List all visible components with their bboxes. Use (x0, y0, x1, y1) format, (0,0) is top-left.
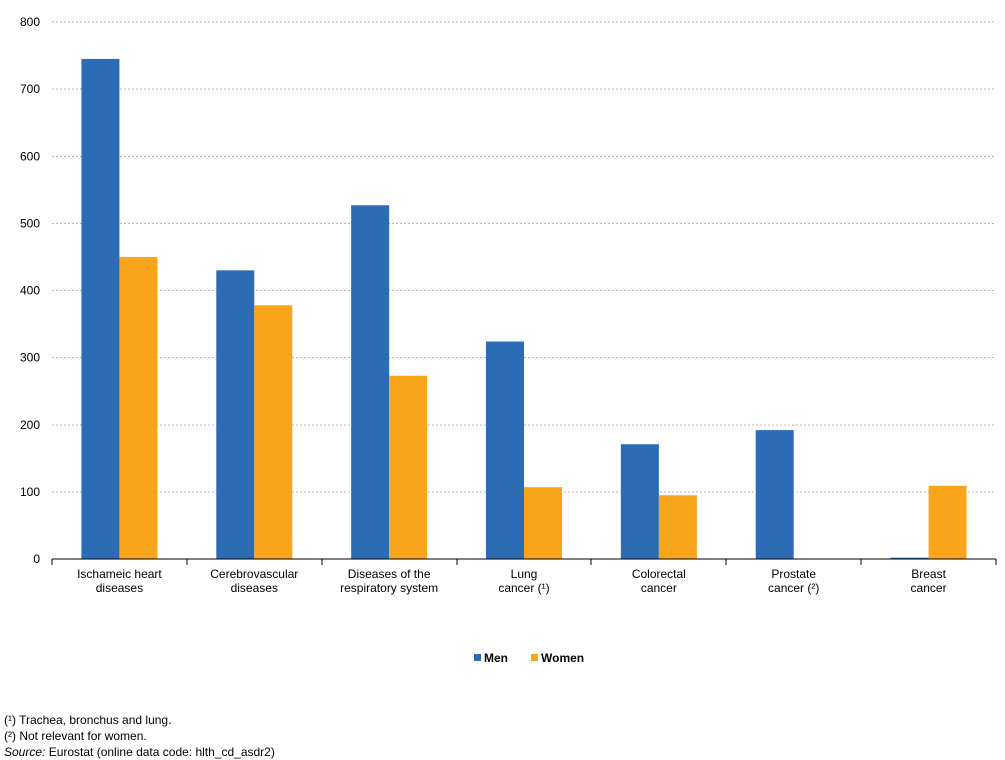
y-tick-label: 500 (20, 216, 40, 230)
x-category-label: Prostate (771, 567, 816, 581)
bar-women (524, 487, 562, 559)
bar-men (486, 341, 524, 559)
x-category-label: Diseases of the (348, 567, 431, 581)
bar-women (119, 256, 158, 559)
x-category-label: cancer (²) (768, 581, 819, 595)
y-tick-label: 0 (33, 552, 40, 566)
y-axis-ticks: 0 100 200 300 400 500 600 700 800 (20, 15, 40, 566)
source-line: Source: Eurostat (online data code: hlth… (4, 744, 275, 760)
x-category-label: cancer (¹) (498, 581, 549, 595)
footnote-1: (¹) Trachea, bronchus and lung. (4, 713, 172, 727)
legend-swatch-women (531, 654, 538, 661)
x-category-label: cancer (911, 581, 947, 595)
y-tick-label: 400 (20, 284, 40, 298)
bar-men (620, 444, 659, 559)
bar-women (658, 495, 697, 559)
x-category-label: respiratory system (340, 581, 438, 595)
legend: Men Women (474, 651, 584, 665)
y-tick-label: 800 (20, 15, 40, 29)
legend-swatch-men (474, 654, 481, 661)
legend-label-men: Men (484, 651, 508, 665)
y-tick-label: 300 (20, 351, 40, 365)
source-label: Source: (4, 745, 46, 759)
x-category-label: Colorectal (632, 567, 686, 581)
x-category-label: cancer (641, 581, 677, 595)
y-tick-label: 600 (20, 149, 40, 163)
bar-women (928, 485, 967, 559)
x-category-label: diseases (96, 581, 143, 595)
bar-women (389, 375, 428, 559)
legend-label-women: Women (541, 651, 584, 665)
bar-chart: 0 100 200 300 400 500 600 700 800 Ischameic hear… (20, 15, 997, 665)
bar-men (755, 430, 794, 559)
y-tick-label: 200 (20, 418, 40, 432)
bar-men (216, 270, 255, 559)
x-category-label: Ischameic heart (77, 567, 162, 581)
source-text: Eurostat (online data code: hlth_cd_asdr… (45, 745, 275, 759)
bar-men (351, 205, 390, 559)
x-category-label: Breast (911, 567, 946, 581)
y-tick-label: 100 (20, 485, 40, 499)
x-category-label: diseases (231, 581, 278, 595)
footnotes: (¹) Trachea, bronchus and lung. (²) Not … (4, 712, 275, 760)
footnote-2: (²) Not relevant for women. (4, 729, 147, 743)
bar-women (254, 305, 293, 559)
x-axis-labels: Ischameic heartdiseasesCerebrovasculardi… (77, 567, 947, 595)
bar-men (890, 557, 929, 559)
bars (81, 58, 967, 559)
x-axis (51, 558, 997, 565)
x-category-label: Cerebrovascular (210, 567, 298, 581)
x-category-label: Lung (511, 567, 538, 581)
y-tick-label: 700 (20, 82, 40, 96)
bar-men (81, 58, 120, 559)
